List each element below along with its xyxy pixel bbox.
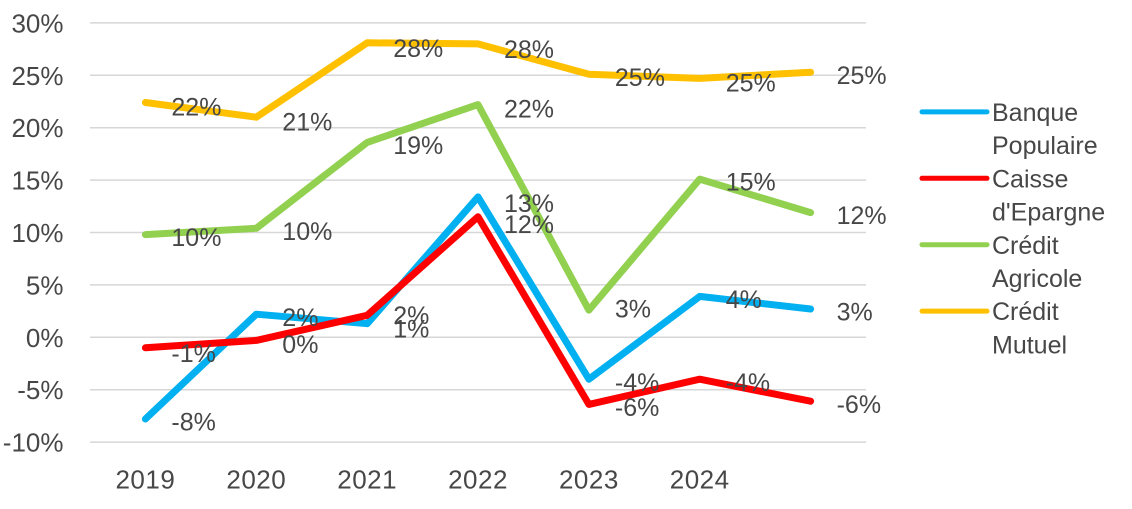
svg-text:15%: 15%	[11, 166, 63, 196]
svg-text:28%: 28%	[393, 35, 443, 63]
svg-text:2%: 2%	[393, 302, 429, 330]
svg-text:13%: 13%	[504, 190, 554, 218]
svg-text:-6%: -6%	[837, 391, 881, 419]
svg-text:2022: 2022	[448, 465, 508, 495]
svg-text:Populaire: Populaire	[992, 132, 1098, 160]
svg-text:d'Epargne: d'Epargne	[992, 199, 1105, 227]
svg-text:2020: 2020	[226, 465, 286, 495]
svg-text:2024: 2024	[670, 465, 730, 495]
svg-text:25%: 25%	[615, 64, 665, 92]
svg-text:21%: 21%	[282, 108, 332, 136]
svg-text:5%: 5%	[26, 270, 64, 300]
svg-text:3%: 3%	[615, 296, 651, 324]
svg-text:2023: 2023	[559, 465, 619, 495]
svg-text:4%: 4%	[726, 286, 762, 314]
svg-text:2021: 2021	[337, 465, 397, 495]
svg-text:-5%: -5%	[17, 375, 63, 405]
svg-text:20%: 20%	[11, 113, 63, 143]
svg-text:10%: 10%	[171, 224, 221, 252]
svg-text:Mutuel: Mutuel	[992, 331, 1067, 359]
svg-text:-4%: -4%	[615, 369, 659, 397]
svg-text:-10%: -10%	[3, 428, 64, 458]
svg-text:28%: 28%	[504, 36, 554, 64]
svg-text:Caisse: Caisse	[992, 165, 1068, 193]
svg-text:-1%: -1%	[171, 340, 215, 368]
svg-text:22%: 22%	[171, 94, 221, 122]
svg-text:2%: 2%	[282, 304, 318, 332]
svg-text:Agricole: Agricole	[992, 265, 1082, 293]
svg-text:Crédit: Crédit	[992, 232, 1059, 260]
svg-text:0%: 0%	[26, 323, 64, 353]
svg-text:12%: 12%	[837, 202, 887, 230]
svg-text:-4%: -4%	[726, 369, 770, 397]
svg-text:-6%: -6%	[615, 394, 659, 422]
svg-text:2019: 2019	[115, 465, 175, 495]
svg-text:25%: 25%	[726, 70, 776, 98]
svg-text:3%: 3%	[837, 299, 873, 327]
svg-text:-8%: -8%	[171, 409, 215, 437]
svg-text:15%: 15%	[726, 169, 776, 197]
svg-text:25%: 25%	[837, 62, 887, 90]
svg-text:12%: 12%	[504, 211, 554, 239]
svg-text:Banque: Banque	[992, 99, 1078, 127]
svg-text:10%: 10%	[11, 218, 63, 248]
svg-text:0%: 0%	[282, 331, 318, 359]
svg-text:30%: 30%	[11, 8, 63, 38]
svg-text:22%: 22%	[504, 96, 554, 124]
svg-text:19%: 19%	[393, 132, 443, 160]
svg-text:Crédit: Crédit	[992, 298, 1059, 326]
svg-text:10%: 10%	[282, 218, 332, 246]
svg-text:25%: 25%	[11, 61, 63, 91]
svg-text:1%: 1%	[393, 315, 429, 343]
